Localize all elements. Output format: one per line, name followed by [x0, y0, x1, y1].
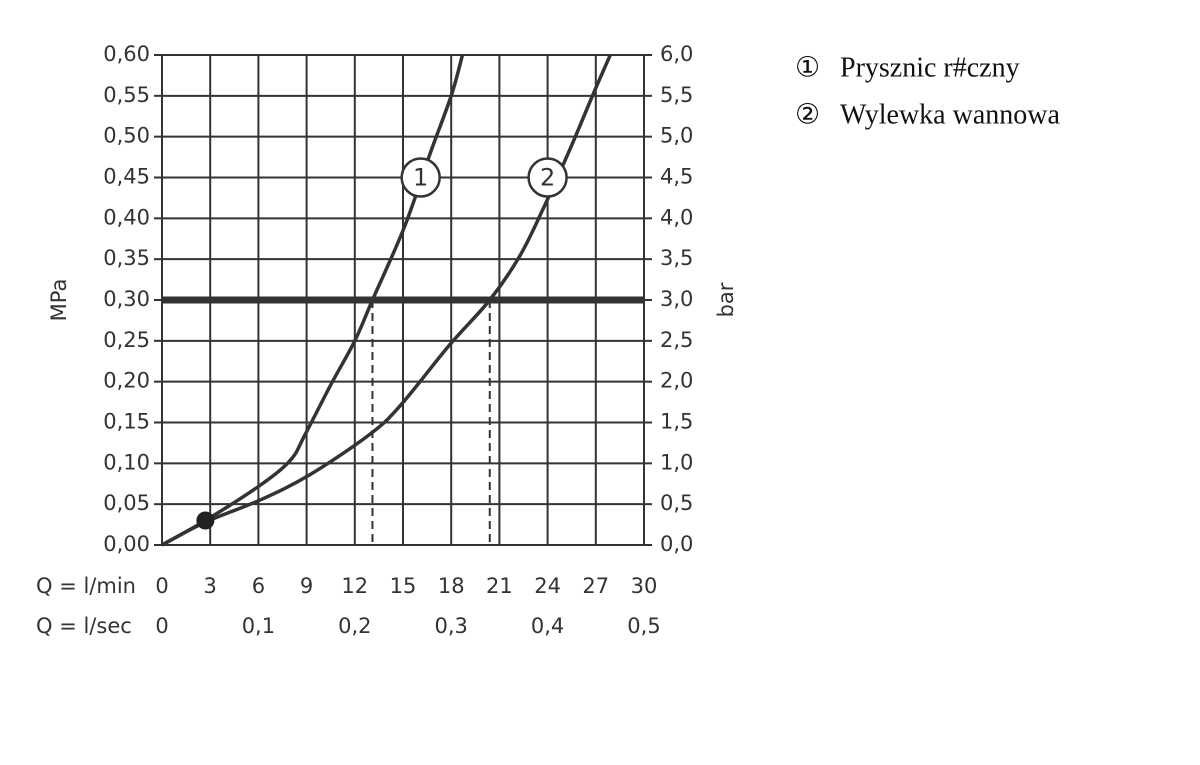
x-tick-label: 24 [534, 574, 561, 598]
y2-tick-label: 5,5 [660, 83, 693, 107]
legend-entry: Wylewka wannowa [840, 99, 1060, 130]
y-tick-label: 0,10 [103, 450, 150, 474]
y-tick-label: 0,05 [103, 491, 150, 515]
x2-tick-label: 0,1 [242, 614, 275, 638]
curve [161, 54, 612, 547]
curve-label-circle [400, 157, 441, 198]
x-tick-label: 27 [582, 574, 609, 598]
curve-label-circle [527, 157, 568, 198]
legend-entry: Prysznic r#czny [840, 52, 1020, 83]
x2-tick-label: 0,2 [338, 614, 371, 638]
y2-tick-label: 3,5 [660, 246, 693, 270]
y2-axis-label: bar [714, 282, 738, 317]
x-tick-label: 12 [341, 574, 368, 598]
legend-symbol: ② [795, 99, 820, 130]
y-tick-label: 0,30 [103, 287, 150, 311]
x2-tick-label: 0,4 [531, 614, 564, 638]
x2-tick-label: 0,3 [434, 614, 467, 638]
x-tick-label: 30 [631, 574, 658, 598]
x-tick-label: 3 [204, 574, 217, 598]
point-marker [196, 511, 215, 530]
y2-tick-label: 0,0 [660, 532, 693, 556]
y-tick-label: 0,40 [103, 205, 150, 229]
y-tick-label: 0,60 [103, 42, 150, 66]
y-tick-label: 0,45 [103, 165, 150, 189]
x-tick-label: 6 [252, 574, 265, 598]
y-tick-label: 0,55 [103, 83, 150, 107]
x-tick-label: 21 [486, 574, 513, 598]
x2-tick-label: 0,5 [627, 614, 660, 638]
x-tick-label: 15 [390, 574, 417, 598]
y-tick-label: 0,25 [103, 328, 150, 352]
curve-label: 2 [540, 164, 555, 192]
x-tick-label: 9 [300, 574, 313, 598]
curve [161, 54, 465, 547]
y2-tick-label: 4,0 [660, 205, 693, 229]
y2-tick-label: 4,5 [660, 165, 693, 189]
y2-tick-label: 6,0 [660, 42, 693, 66]
y-axis-label: MPa [47, 279, 71, 322]
x-tick-label: 18 [438, 574, 465, 598]
y2-tick-label: 1,5 [660, 410, 693, 434]
x-axis-label: Q = l/min [36, 574, 136, 598]
y-tick-label: 0,35 [103, 246, 150, 270]
y2-tick-label: 1,0 [660, 450, 693, 474]
y-tick-label: 0,50 [103, 124, 150, 148]
x2-tick-label: 0 [155, 614, 168, 638]
y2-tick-label: 3,0 [660, 287, 693, 311]
x2-axis-label: Q = l/sec [36, 614, 132, 638]
y2-tick-label: 2,0 [660, 369, 693, 393]
y-tick-label: 0,15 [103, 410, 150, 434]
x-tick-label: 0 [155, 574, 168, 598]
legend-symbol: ① [795, 52, 820, 83]
y-tick-label: 0,20 [103, 369, 150, 393]
curve-label: 1 [413, 164, 428, 192]
y2-tick-label: 2,5 [660, 328, 693, 352]
y2-tick-label: 0,5 [660, 491, 693, 515]
y2-tick-label: 5,0 [660, 124, 693, 148]
y-tick-label: 0,00 [103, 532, 150, 556]
